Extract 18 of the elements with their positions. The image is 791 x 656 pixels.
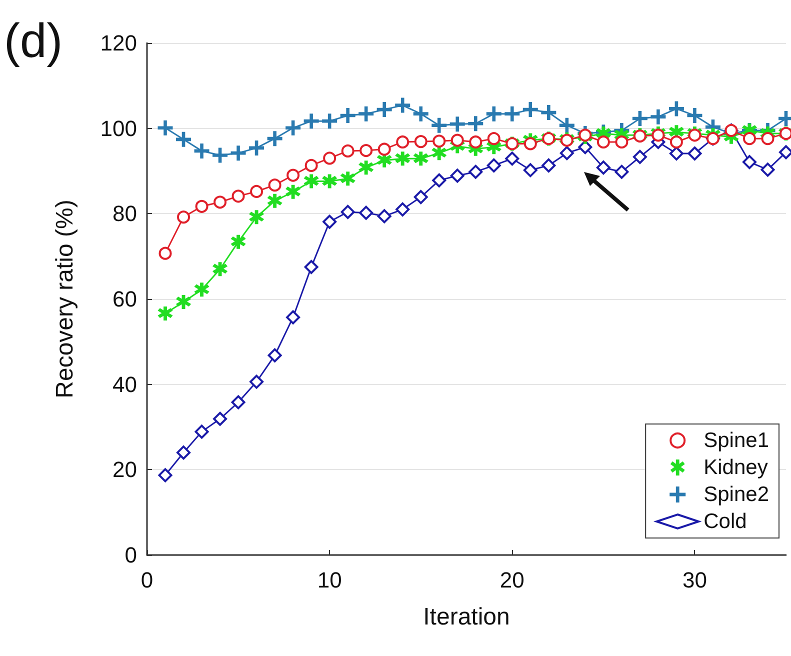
y-axis-title: Recovery ratio (%) bbox=[52, 200, 78, 398]
y-tick-label: 120 bbox=[100, 30, 137, 56]
legend-label: Spine2 bbox=[704, 483, 769, 506]
legend-label: Cold bbox=[704, 510, 747, 533]
y-tick-label: 0 bbox=[124, 542, 137, 568]
x-tick-label: 30 bbox=[682, 568, 707, 592]
chart-title: (d) bbox=[4, 14, 63, 69]
x-tick-label: 20 bbox=[500, 568, 524, 592]
legend-label: Kidney bbox=[704, 456, 768, 479]
y-tick-label: 40 bbox=[112, 372, 137, 397]
x-tick-label: 10 bbox=[317, 568, 342, 592]
y-tick-label: 100 bbox=[100, 116, 137, 141]
legend-label: Spine1 bbox=[704, 429, 769, 452]
x-tick-label: 0 bbox=[140, 568, 154, 592]
y-tick-label: 60 bbox=[112, 286, 137, 312]
y-tick-label: 20 bbox=[112, 457, 137, 482]
x-axis-title: Iteration bbox=[423, 604, 510, 630]
y-tick-label: 80 bbox=[112, 201, 137, 226]
